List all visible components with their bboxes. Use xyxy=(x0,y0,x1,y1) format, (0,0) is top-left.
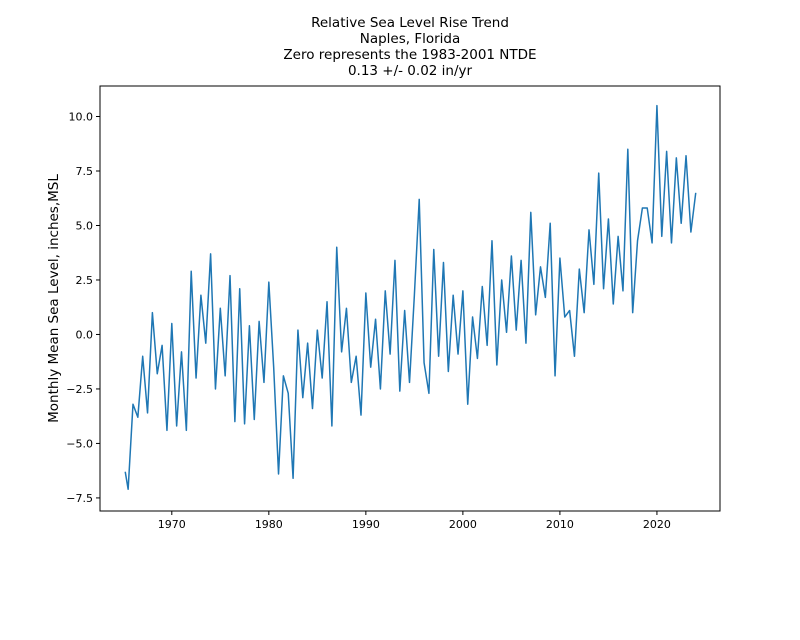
series-line-0 xyxy=(124,104,697,490)
y-tick-label: −5.0 xyxy=(66,437,93,450)
x-tick-label: 2000 xyxy=(449,518,477,531)
x-tick-label: 1970 xyxy=(158,518,186,531)
x-tick-label: 1990 xyxy=(352,518,380,531)
x-axis-ticks: 1970 1980 1990 2000 2010 2020 xyxy=(158,511,671,531)
y-tick-label: 7.5 xyxy=(76,165,94,178)
title-line-3: Zero represents the 1983-2001 NTDE xyxy=(283,47,536,63)
y-axis-label: Monthly Mean Sea Level, inches,MSL xyxy=(46,174,62,423)
y-tick-label: −2.5 xyxy=(66,383,93,396)
title-line-4: 0.13 +/- 0.02 in/yr xyxy=(348,63,473,79)
x-tick-label: 1980 xyxy=(255,518,283,531)
x-tick-label: 2020 xyxy=(643,518,671,531)
title-line-2: Naples, Florida xyxy=(360,31,461,47)
title-line-1: Relative Sea Level Rise Trend xyxy=(311,15,509,31)
y-tick-label: 10.0 xyxy=(69,111,94,124)
y-tick-label: 0.0 xyxy=(76,328,94,341)
chart-title: Relative Sea Level Rise Trend Naples, Fl… xyxy=(283,15,536,79)
y-tick-label: −7.5 xyxy=(66,492,93,505)
plot-frame xyxy=(99,85,721,512)
plot-lines xyxy=(124,104,697,490)
x-tick-label: 2010 xyxy=(546,518,574,531)
y-tick-label: 2.5 xyxy=(76,274,94,287)
y-tick-label: 5.0 xyxy=(76,219,94,232)
y-axis-ticks: −7.5 −5.0 −2.5 0.0 2.5 5.0 7.5 10.0 xyxy=(66,111,100,505)
